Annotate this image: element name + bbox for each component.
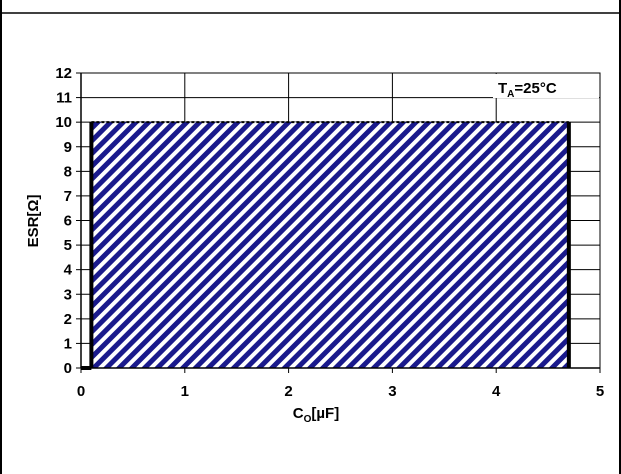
y-tick-label: 0 [64,360,72,377]
y-tick-label: 1 [64,335,72,352]
y-tick-label: 4 [64,262,73,279]
y-tick-label: 8 [64,163,72,180]
y-tick-label: 5 [64,237,72,254]
y-tick-label: 11 [56,90,72,107]
x-tick-label: 1 [181,383,189,400]
x-axis-title: CO[µF] [293,405,339,425]
stable-region-layer [81,121,571,370]
y-axis-title: ESR[Ω] [25,195,42,248]
y-tick-label: 9 [64,139,72,156]
y-tick-label: 6 [64,213,72,230]
annotation-label: TA=25°C [498,80,557,100]
x-tick-label: 3 [388,383,396,400]
x-tick-label: 2 [284,383,292,400]
x-tick-label: 5 [596,383,604,400]
y-tick-label: 7 [64,188,72,205]
y-tick-label: 2 [64,311,72,328]
x-tick-label: 4 [492,383,501,400]
x-tick-label: 0 [77,383,85,400]
y-tick-label: 10 [55,114,72,131]
y-tick-label: 12 [55,65,72,82]
annotation-box [493,74,599,98]
y-tick-label: 3 [64,286,72,303]
stable-region-fill [91,122,569,369]
x-tick-labels: 0 1 2 3 4 5 [77,368,604,400]
